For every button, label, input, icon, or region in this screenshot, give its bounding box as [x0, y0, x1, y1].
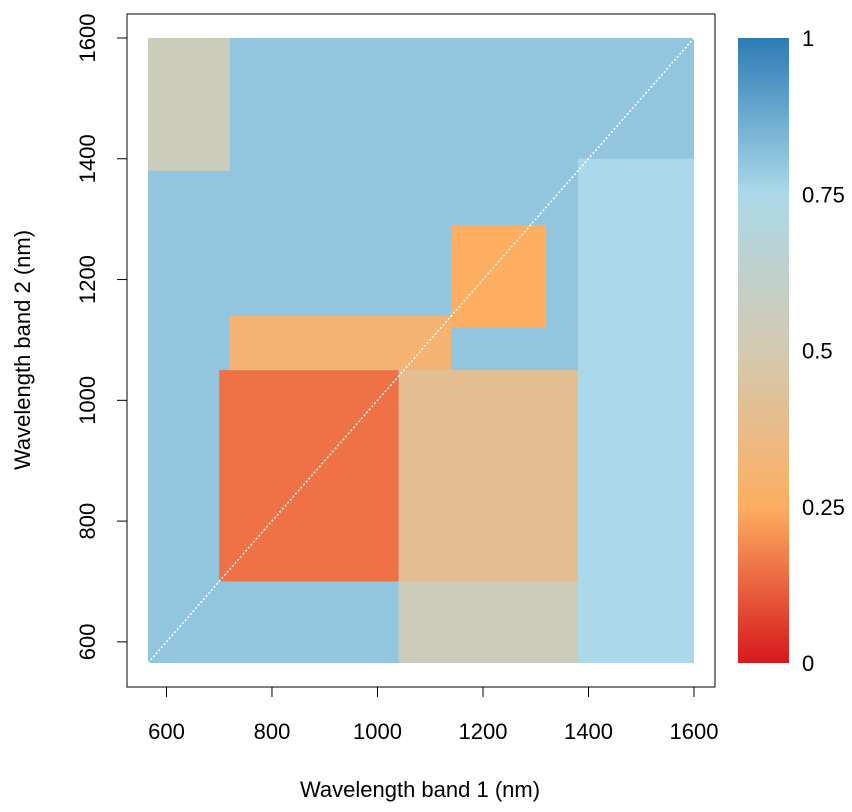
heatmap-area	[148, 38, 694, 663]
colorbar-tick-label: 0.5	[802, 339, 833, 364]
x-axis-label: Wavelength band 1 (nm)	[300, 777, 540, 802]
heatmap-region	[577, 158, 694, 663]
colorbar-ticks: 0 0.25 0.5 0.75 1	[802, 26, 845, 676]
y-tick-label: 600	[75, 624, 100, 661]
y-tick-label: 1200	[75, 255, 100, 304]
heatmap-region	[219, 370, 399, 582]
heatmap-region	[398, 581, 589, 663]
y-axis: 600 800 1000 1200 1400 1600	[75, 14, 128, 661]
heatmap-region	[398, 370, 578, 582]
x-axis: 600 800 1000 1200 1400 1600	[148, 686, 719, 744]
x-tick-label: 600	[148, 719, 185, 744]
colorbar	[738, 38, 789, 663]
y-axis-label: Wavelength band 2 (nm)	[10, 230, 35, 470]
colorbar-tick-label: 0.75	[802, 182, 845, 207]
y-tick-label: 1400	[75, 134, 100, 183]
colorbar-tick-label: 1	[802, 26, 814, 51]
y-tick-label: 1000	[75, 376, 100, 425]
y-tick-label: 800	[75, 503, 100, 540]
heatmap-region	[148, 38, 230, 171]
y-tick-label: 1600	[75, 14, 100, 63]
heatmap-region	[229, 315, 452, 371]
x-tick-label: 1600	[670, 719, 719, 744]
x-tick-label: 1000	[353, 719, 402, 744]
colorbar-tick-label: 0.25	[802, 495, 845, 520]
colorbar-tick-label: 0	[802, 651, 814, 676]
heatmap-region	[451, 225, 547, 328]
x-tick-label: 1400	[564, 719, 613, 744]
x-tick-label: 1200	[459, 719, 508, 744]
x-tick-label: 800	[254, 719, 291, 744]
